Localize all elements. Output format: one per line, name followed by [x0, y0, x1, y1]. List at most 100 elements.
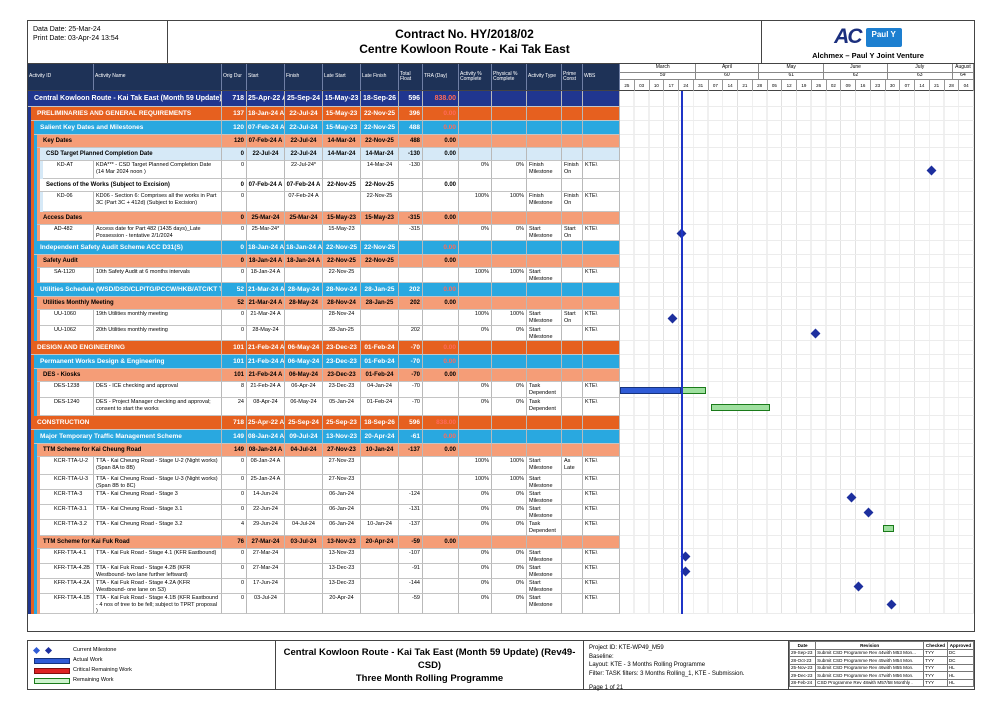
orig-dur-cell: 8 [222, 382, 247, 398]
column-header-total-float[interactable]: Total Float [399, 64, 423, 90]
summary-row[interactable]: DES - Kiosks 101 21-Feb-24 A 06-May-24 23-De… [28, 369, 974, 382]
summary-row[interactable]: Independent Safety Audit Scheme ACC D31(… [28, 241, 974, 255]
table-column-headers: Activity ID Activity Name Orig Dur Start Fin… [28, 64, 620, 90]
activity-row[interactable]: UU-1062 20th Utilities monthly meeting 0 28… [28, 326, 974, 341]
activity-row[interactable]: KFR-TTA-4.1 TTA - Kai Fuk Road - Stage 4.… [28, 549, 974, 564]
gantt-row [620, 382, 974, 398]
gantt-row [620, 490, 974, 505]
summary-row[interactable]: CSD Target Planned Completion Date 0 22-Ju… [28, 148, 974, 161]
activity-row[interactable]: DES-1238 DES - ICE checking and approval 8… [28, 382, 974, 398]
milestone-diamond-icon[interactable] [886, 599, 897, 609]
summary-row[interactable]: Major Temporary Traffic Management Schem… [28, 430, 974, 444]
milestone-diamond-icon[interactable] [853, 581, 864, 592]
legend-item: Critical Remaining Work [34, 665, 269, 675]
remaining-work-bar[interactable] [710, 403, 770, 411]
activity-row[interactable]: KCR-TTA-3.2 TTA - Kai Cheung Road - Stage… [28, 520, 974, 536]
summary-row[interactable]: Permanent Works Design & Engineering 101 2… [28, 355, 974, 369]
physical-pct-cell [492, 212, 527, 225]
gantt-row [620, 283, 974, 297]
column-header-finish[interactable]: Finish [285, 64, 323, 90]
column-header-tra-day-[interactable]: TRA (Day) [423, 64, 459, 90]
gantt-row [620, 475, 974, 490]
wbs-cell: KTE\ [583, 310, 620, 326]
summary-row[interactable]: PRELIMINARIES AND GENERAL REQUIREMENTS 13… [28, 107, 974, 121]
finish-cell [285, 490, 323, 505]
remaining-work-bar[interactable] [681, 386, 707, 394]
summary-row[interactable]: Sections of the Works (Subject to Excisi… [28, 179, 974, 192]
column-header-wbs[interactable]: WBS [583, 64, 620, 90]
physical-pct-cell: 0% [492, 579, 527, 594]
column-header-activity-type[interactable]: Activity Type [527, 64, 562, 90]
late-start-cell: 22-Nov-25 [323, 241, 361, 255]
gantt-row [620, 179, 974, 192]
wbs-cell: KTE\ [583, 398, 620, 416]
summary-row[interactable]: Safety Audit 0 18-Jan-24 A 18-Jan-24 A 22-No… [28, 255, 974, 268]
timeline-week-label: 28 [753, 80, 768, 91]
summary-row[interactable]: Key Dates 120 07-Feb-24 A 22-Jul-24 14-Mar-2… [28, 135, 974, 148]
activity-row[interactable]: KCR-TTA-U-3 TTA - Kai Cheung Road - Stage… [28, 475, 974, 490]
activity-row[interactable]: KD-AT KDA*** - CSD Target Planned Complet… [28, 161, 974, 179]
outline-stripe [28, 355, 31, 369]
activity-row[interactable]: KCR-TTA-3.1 TTA - Kai Cheung Road - Stage… [28, 505, 974, 520]
milestone-diamond-icon[interactable] [811, 328, 821, 339]
outline-stripe [34, 135, 37, 148]
timeline-month-label: May [759, 64, 825, 72]
start-cell: 25-Mar-24 [247, 212, 285, 225]
total-float-cell [399, 179, 423, 192]
column-header-physical-complete[interactable]: Physical % Complete [492, 64, 527, 90]
outline-stripe [31, 536, 34, 549]
column-header-activity-name[interactable]: Activity Name [94, 64, 222, 90]
outline-stripe [31, 490, 34, 505]
milestone-diamond-icon[interactable] [926, 165, 937, 175]
total-float-cell: -70 [399, 355, 423, 369]
summary-row[interactable]: Utilities Schedule (WSD/DSD/CLP/TG/PCCW/… [28, 283, 974, 297]
milestone-diamond-icon[interactable] [667, 313, 678, 323]
total-float-cell: -70 [399, 369, 423, 382]
start-cell: 27-Mar-24 [247, 536, 285, 549]
start-cell: 14-Jun-24 [247, 490, 285, 505]
activity-row[interactable]: KFR-TTA-4.2A TTA - Kai Fuk Road - Stage 4… [28, 579, 974, 594]
column-header-prime-const[interactable]: Prime Const [562, 64, 583, 90]
summary-row[interactable]: TTM Scheme for Kai Cheung Road 149 08-Jan-… [28, 444, 974, 457]
summary-row[interactable]: Central Kowloon Route - Kai Tak East (Mo… [28, 91, 974, 107]
summary-row[interactable]: TTM Scheme for Kai Fuk Road 76 27-Mar-24 03… [28, 536, 974, 549]
outline-stripe [34, 297, 37, 310]
remaining-work-bar[interactable] [883, 524, 894, 532]
activity-type-cell [527, 283, 562, 297]
summary-row[interactable]: Access Dates 0 25-Mar-24 25-Mar-24 15-May-23… [28, 212, 974, 225]
activity-row[interactable]: SA-1120 10th Safety Audit at 6 months int… [28, 268, 974, 283]
prime-const-cell [562, 475, 583, 490]
gantt-row [620, 536, 974, 549]
column-header-start[interactable]: Start [247, 64, 285, 90]
orig-dur-cell: 101 [222, 341, 247, 355]
column-header-activity-id[interactable]: Activity ID [28, 64, 94, 90]
outline-stripe [31, 241, 34, 255]
column-header-late-finish[interactable]: Late Finish [361, 64, 399, 90]
activity-row[interactable]: KFR-TTA-4.2B TTA - Kai Fuk Road - Stage 4… [28, 564, 974, 579]
milestone-diamond-icon[interactable] [863, 507, 874, 518]
wbs-cell: KTE\ [583, 192, 620, 212]
summary-row[interactable]: Utilities Monthly Meeting 52 21-Mar-24 A 28… [28, 297, 974, 310]
activity-row[interactable]: DES-1240 DES - Project Manager checking a… [28, 398, 974, 416]
wbs-cell [583, 430, 620, 444]
prime-const-cell [562, 382, 583, 398]
activity-row[interactable]: UU-1060 19th Utilities monthly meeting 0 21… [28, 310, 974, 326]
total-float-cell [399, 268, 423, 283]
activity-pct-cell: 0% [459, 564, 492, 579]
actual-work-bar[interactable] [620, 386, 682, 394]
milestone-diamond-icon[interactable] [846, 492, 857, 503]
summary-row[interactable]: Salient Key Dates and Milestones 120 07-Fe… [28, 121, 974, 135]
column-header-activity-complete[interactable]: Activity % Complete [459, 64, 492, 90]
column-header-late-start[interactable]: Late Start [323, 64, 361, 90]
physical-pct-cell [492, 121, 527, 135]
activity-row[interactable]: KFR-TTA-4.1B TTA - Kai Fuk Road - Stage 4… [28, 594, 974, 614]
activity-pct-cell: 100% [459, 310, 492, 326]
activity-row[interactable]: AD-482 Access date for Part 482 (1435 day… [28, 225, 974, 241]
activity-row[interactable]: KCR-TTA-U-2 TTA - Kai Cheung Road - Stage… [28, 457, 974, 475]
summary-row[interactable]: CONSTRUCTION 718 25-Apr-22 A 25-Sep-24 25-Se… [28, 416, 974, 430]
activity-row[interactable]: KD-06 KD06 - Section 6: Comprises all the… [28, 192, 974, 212]
wbs-cell [583, 341, 620, 355]
summary-row[interactable]: DESIGN AND ENGINEERING 101 21-Feb-24 A 06-M… [28, 341, 974, 355]
activity-row[interactable]: KCR-TTA-3 TTA - Kai Cheung Road - Stage 3… [28, 490, 974, 505]
column-header-orig-dur[interactable]: Orig Dur [222, 64, 247, 90]
